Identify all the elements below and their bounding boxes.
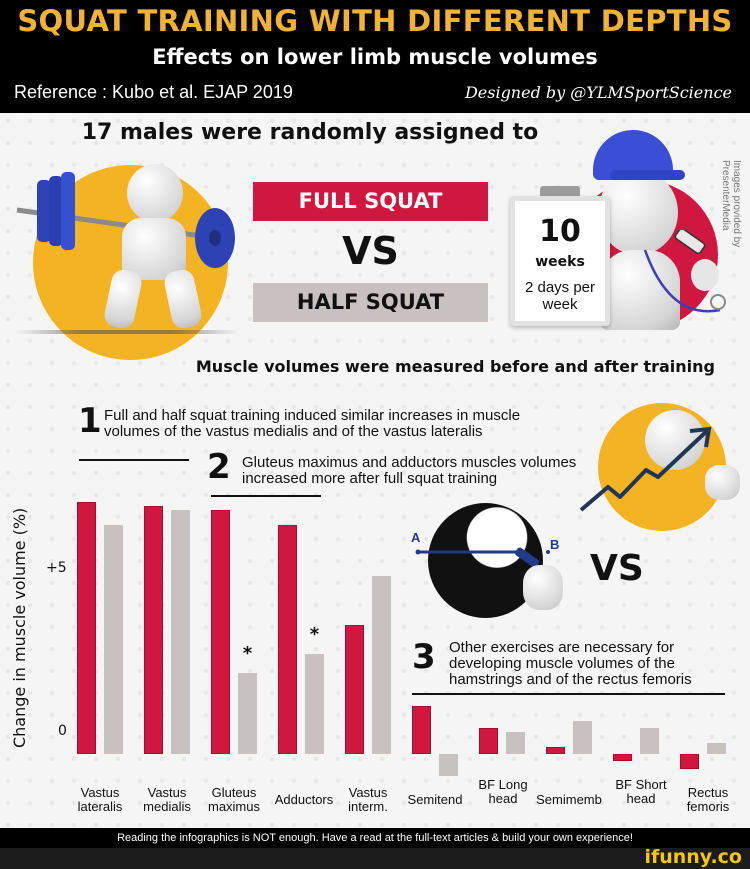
x-label-semimemb: Semimemb <box>536 792 602 807</box>
half-squat-label: HALF SQUAT <box>253 283 488 322</box>
finding-2-number: 2 <box>207 447 231 487</box>
header-banner <box>0 0 750 113</box>
point-a-label: A <box>411 530 421 545</box>
divider-3 <box>412 693 725 695</box>
footer-banner: Reading the infographics is NOT enough. … <box>0 828 750 848</box>
measurement-note: Muscle volumes were measured before and … <box>195 357 715 376</box>
thinking-figure-hand <box>523 565 563 610</box>
x-label-vastus-lateralis: Vastus lateralis <box>77 785 123 814</box>
trend-arrow-icon <box>578 425 718 515</box>
finding-3-text: Other exercises are necessary for develo… <box>449 639 692 688</box>
x-label-bf-long-head: BF Long head <box>478 777 528 806</box>
whistle-icon <box>640 227 730 330</box>
footer-bar <box>0 848 750 869</box>
reference-text: Reference : Kubo et al. EJAP 2019 <box>14 82 293 102</box>
squatter-body <box>122 218 186 280</box>
cap-brim <box>610 170 685 180</box>
point-b-label: B <box>550 537 560 552</box>
range-line-icon <box>408 530 558 570</box>
y-tick-5: +5 <box>46 560 67 576</box>
duration-unit: weeks <box>535 254 585 270</box>
x-label-vastus-medialis: Vastus medialis <box>143 785 191 814</box>
finding-1-text: Full and half squat training induced sim… <box>104 407 521 440</box>
x-label-adductors: Adductors <box>274 792 334 807</box>
finding-3-number: 3 <box>412 637 436 677</box>
y-axis-label: Change in muscle volume (%) <box>10 507 29 748</box>
squatter-head <box>127 164 183 222</box>
floor-shadow <box>15 330 240 334</box>
designer-credit: Designed by @YLMSportScience <box>464 83 732 102</box>
divider-1 <box>79 459 189 461</box>
finding-2-text: Gluteus maximus and adductors muscles vo… <box>242 454 577 487</box>
vs-label: VS <box>342 229 399 273</box>
divider-2 <box>211 495 321 497</box>
vs-small-label: VS <box>590 548 644 589</box>
page-subtitle: Effects on lower limb muscle volumes <box>152 45 598 69</box>
finding-1-number: 1 <box>78 401 102 441</box>
x-label-rectus-femoris: Rectus femoris <box>686 785 730 814</box>
watermark: ifunny.co <box>644 846 742 868</box>
page-title: SQUAT TRAINING WITH DIFFERENT DEPTHS <box>17 4 733 38</box>
barbell-icon <box>15 170 240 270</box>
progress-figure-hand <box>705 465 740 500</box>
x-label-bf-short-head: BF Short head <box>615 777 667 806</box>
study-intro: 17 males were randomly assigned to <box>81 120 539 145</box>
training-frequency: 2 days per week <box>524 279 596 313</box>
x-label-semitend: Semitend <box>407 792 463 807</box>
x-label-gluteus-maximus: Gluteus maximus <box>207 785 260 814</box>
y-tick-0: 0 <box>58 723 67 739</box>
image-credit: Images provided by PresenterMedia <box>720 160 742 248</box>
duration-number: 10 <box>539 214 581 249</box>
x-label-vastus-interm: Vastus interm. <box>348 785 388 814</box>
full-squat-label: FULL SQUAT <box>253 182 488 221</box>
coach-head <box>598 170 678 255</box>
clipboard-icon <box>510 196 610 326</box>
